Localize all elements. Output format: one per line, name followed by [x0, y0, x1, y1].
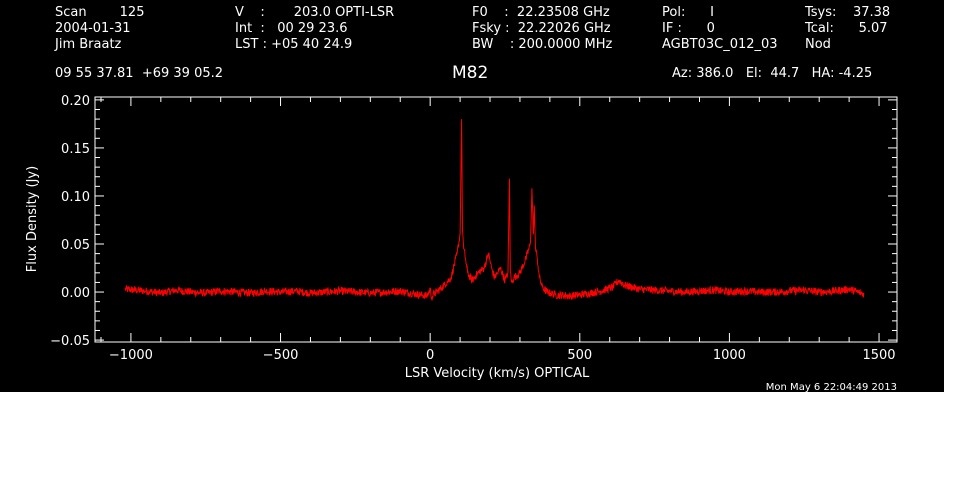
timestamp-label: Mon May 6 22:04:49 2013	[766, 382, 897, 392]
y-tick-label: 0.05	[61, 238, 90, 253]
x-tick-label: −1000	[109, 348, 153, 363]
bandwidth-label: BW : 200.0000 MHz	[472, 37, 613, 52]
x-axis-title: LSR Velocity (km/s) OPTICAL	[405, 366, 590, 381]
y-tick-label: 0.10	[61, 190, 90, 205]
observer-label: Jim Braatz	[55, 37, 122, 52]
ticks: −1000 −500 0 500 1000 1500 −0.05 0.00 0.05 0.10 0.…	[50, 94, 897, 363]
spectrum-line	[124, 119, 865, 301]
axes	[94, 96, 898, 343]
plot-frame	[94, 96, 898, 343]
series	[124, 119, 865, 301]
spectrum-chart: −1000 −500 0 500 1000 1500 −0.05 0.00 0.05 0.10 0.…	[25, 94, 898, 392]
plot-panel: Scan 125 2004-01-31 Jim Braatz V : 203.0…	[0, 0, 944, 392]
y-axis-title: Flux Density (Jy)	[25, 166, 40, 272]
y-tick-label: 0.00	[61, 286, 90, 301]
velocity-label: V : 203.0 OPTI-LSR	[235, 5, 395, 20]
mode-label: Nod	[805, 37, 831, 52]
x-tick-label: 0	[426, 348, 434, 363]
rest-frequency-label: F0 : 22.23508 GHz	[472, 5, 610, 20]
x-tick-label: 500	[567, 348, 592, 363]
x-tick-label: 1000	[713, 348, 746, 363]
coordinates-label: 09 55 37.81 +69 39 05.2	[55, 66, 224, 81]
x-tick-label: 1500	[862, 348, 895, 363]
scan-label: Scan 125	[55, 5, 145, 20]
date-label: 2004-01-31	[55, 21, 131, 36]
sky-frequency-label: Fsky : 22.22026 GHz	[472, 21, 611, 36]
az-el-ha-label: Az: 386.0 El: 44.7 HA: -4.25	[672, 66, 873, 81]
polarization-label: Pol: I	[662, 5, 714, 20]
source-name: M82	[452, 63, 489, 83]
y-tick-label: 0.20	[61, 94, 90, 109]
x-tick-label: −500	[263, 348, 299, 363]
project-label: AGBT03C_012_03	[662, 37, 778, 52]
integration-label: Int : 00 29 23.6	[235, 21, 348, 36]
y-tick-label: −0.05	[50, 334, 90, 349]
lst-label: LST : +05 40 24.9	[235, 37, 353, 52]
if-label: IF : 0	[662, 21, 715, 36]
tcal-label: Tcal: 5.07	[805, 21, 888, 36]
y-tick-label: 0.15	[61, 142, 90, 157]
tsys-label: Tsys: 37.38	[805, 5, 891, 20]
